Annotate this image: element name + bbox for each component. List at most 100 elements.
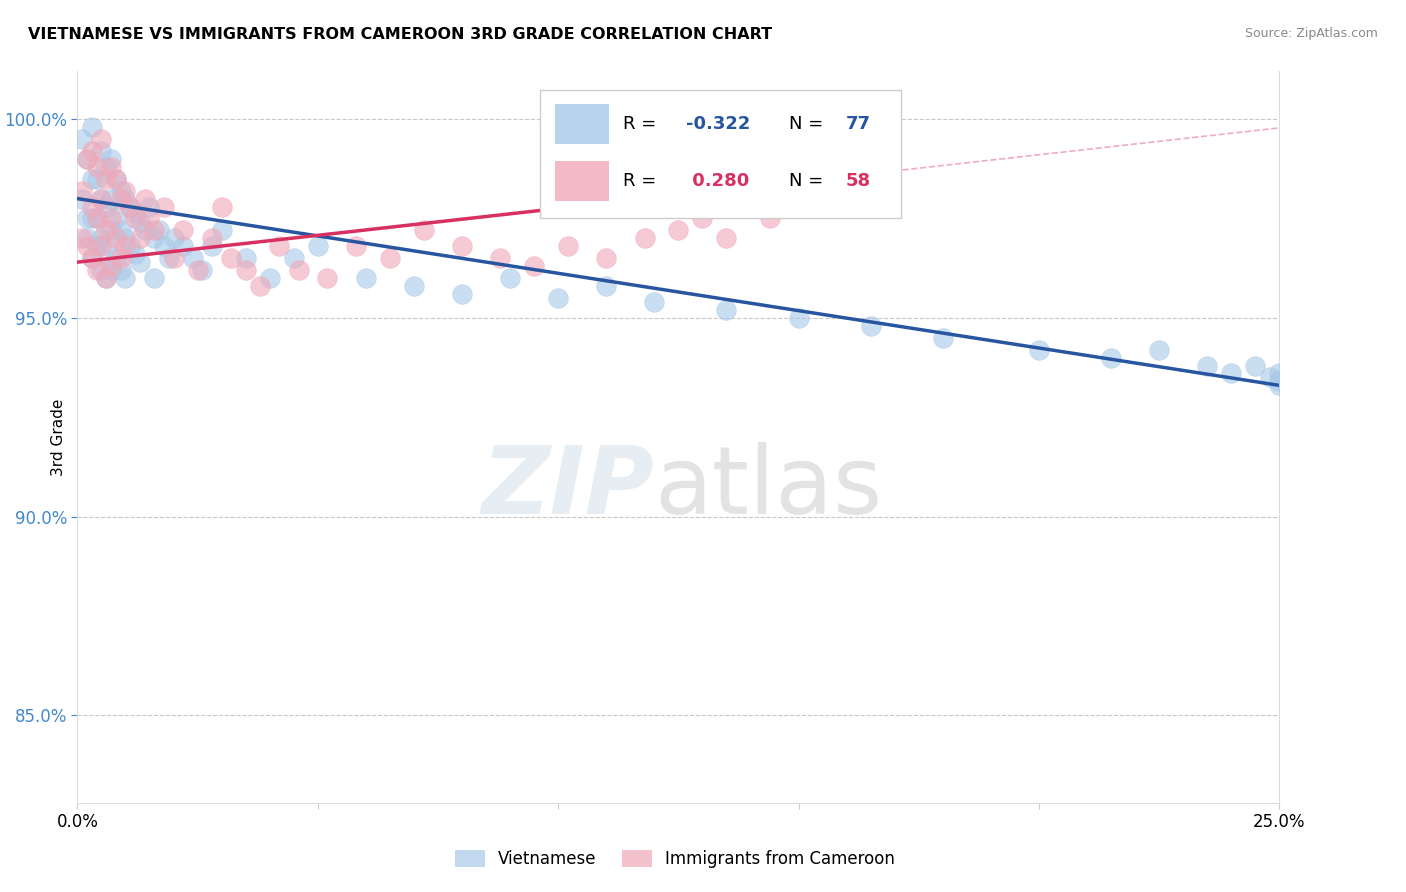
Point bbox=[451, 239, 474, 253]
Point bbox=[716, 302, 738, 317]
Point bbox=[80, 251, 103, 265]
Point bbox=[668, 223, 690, 237]
Point bbox=[187, 263, 209, 277]
Point bbox=[153, 239, 176, 253]
Point bbox=[162, 251, 184, 265]
Point bbox=[70, 231, 93, 245]
Point bbox=[778, 184, 800, 198]
Text: VIETNAMESE VS IMMIGRANTS FROM CAMEROON 3RD GRADE CORRELATION CHART: VIETNAMESE VS IMMIGRANTS FROM CAMEROON 3… bbox=[28, 27, 772, 42]
Point bbox=[143, 271, 166, 285]
Point bbox=[283, 251, 305, 265]
Text: atlas: atlas bbox=[654, 442, 883, 534]
Text: 77: 77 bbox=[845, 115, 870, 133]
Point bbox=[547, 291, 569, 305]
Point bbox=[201, 239, 224, 253]
Point bbox=[1258, 370, 1281, 384]
Text: N =: N = bbox=[789, 115, 830, 133]
Point bbox=[499, 271, 522, 285]
Point bbox=[1268, 375, 1291, 389]
Point bbox=[181, 251, 204, 265]
Point bbox=[1099, 351, 1122, 365]
Point bbox=[172, 223, 194, 237]
Point bbox=[595, 251, 617, 265]
Point bbox=[172, 239, 194, 253]
Point bbox=[104, 231, 127, 245]
Point bbox=[143, 223, 166, 237]
Point bbox=[153, 200, 176, 214]
Point bbox=[96, 223, 118, 237]
Point bbox=[100, 192, 122, 206]
Point bbox=[138, 211, 160, 226]
Point bbox=[110, 184, 132, 198]
Point bbox=[90, 192, 112, 206]
Point bbox=[80, 144, 103, 158]
Point bbox=[100, 259, 122, 273]
Point bbox=[120, 200, 142, 214]
Point bbox=[96, 271, 118, 285]
Point bbox=[412, 223, 434, 237]
Point bbox=[110, 192, 132, 206]
Point bbox=[114, 192, 136, 206]
Point bbox=[80, 171, 103, 186]
Point bbox=[104, 171, 127, 186]
Point bbox=[114, 271, 136, 285]
Point bbox=[86, 171, 108, 186]
Point bbox=[859, 318, 882, 333]
Point bbox=[114, 231, 136, 245]
Point bbox=[402, 279, 425, 293]
Text: R =: R = bbox=[623, 115, 662, 133]
Point bbox=[316, 271, 339, 285]
Point bbox=[219, 251, 242, 265]
Point bbox=[124, 211, 146, 226]
Point bbox=[269, 239, 291, 253]
Point bbox=[80, 120, 103, 134]
Text: Source: ZipAtlas.com: Source: ZipAtlas.com bbox=[1244, 27, 1378, 40]
Point bbox=[120, 200, 142, 214]
Point bbox=[354, 271, 377, 285]
Point bbox=[86, 160, 108, 174]
Point bbox=[634, 231, 657, 245]
Point bbox=[287, 263, 309, 277]
Point bbox=[523, 259, 546, 273]
FancyBboxPatch shape bbox=[540, 89, 901, 218]
Point bbox=[451, 287, 474, 301]
Legend: Vietnamese, Immigrants from Cameroon: Vietnamese, Immigrants from Cameroon bbox=[449, 843, 901, 875]
Point bbox=[128, 255, 150, 269]
Point bbox=[76, 152, 98, 166]
Point bbox=[489, 251, 512, 265]
Point bbox=[80, 211, 103, 226]
Point bbox=[128, 215, 150, 229]
Point bbox=[162, 231, 184, 245]
Point bbox=[110, 251, 132, 265]
Point bbox=[96, 200, 118, 214]
Point bbox=[110, 263, 132, 277]
Point bbox=[90, 144, 112, 158]
Point bbox=[104, 171, 127, 186]
Point bbox=[201, 231, 224, 245]
Point bbox=[96, 239, 118, 253]
Point bbox=[211, 200, 233, 214]
Point bbox=[114, 184, 136, 198]
Point bbox=[70, 184, 93, 198]
Point bbox=[716, 231, 738, 245]
Point bbox=[557, 239, 579, 253]
Point bbox=[932, 331, 955, 345]
Point bbox=[235, 251, 257, 265]
Point bbox=[76, 231, 98, 245]
Text: R =: R = bbox=[623, 172, 662, 190]
Point bbox=[100, 160, 122, 174]
FancyBboxPatch shape bbox=[554, 161, 609, 202]
Point bbox=[76, 239, 98, 253]
Point bbox=[100, 263, 122, 277]
Point bbox=[1268, 378, 1291, 392]
Point bbox=[90, 192, 112, 206]
Point bbox=[96, 171, 118, 186]
Point bbox=[80, 200, 103, 214]
Point bbox=[96, 160, 118, 174]
Point bbox=[90, 239, 112, 253]
Point bbox=[211, 223, 233, 237]
Point bbox=[1268, 367, 1291, 381]
Point bbox=[787, 310, 810, 325]
Point bbox=[110, 223, 132, 237]
Point bbox=[76, 152, 98, 166]
